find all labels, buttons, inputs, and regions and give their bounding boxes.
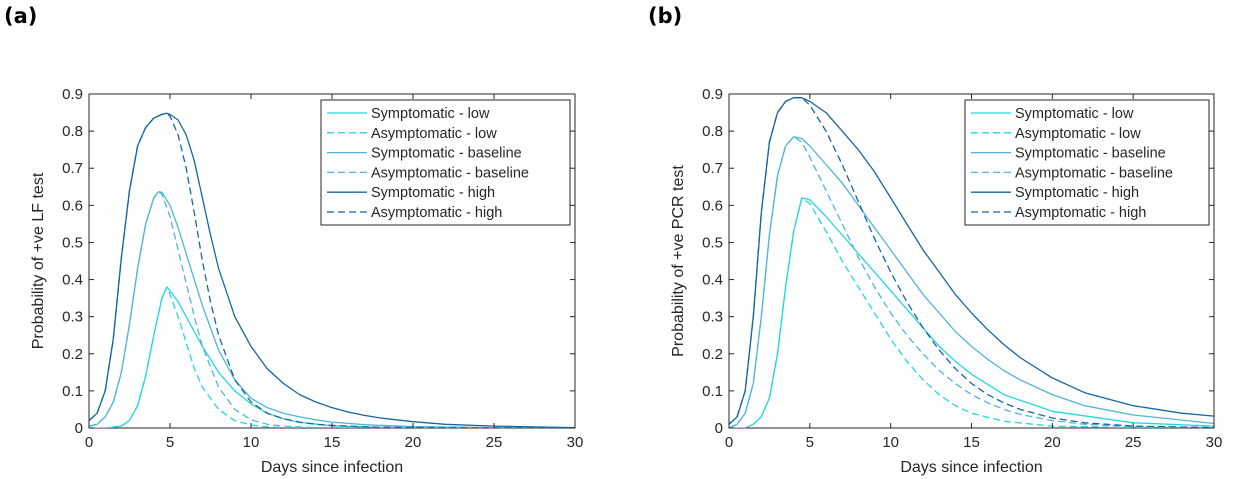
y-tick-label: 0.8 bbox=[62, 123, 83, 140]
series-line-2 bbox=[729, 136, 1214, 428]
panel-label-a: (a) bbox=[4, 4, 38, 28]
y-tick-label: 0.9 bbox=[62, 86, 83, 103]
x-tick-label: 30 bbox=[1206, 434, 1223, 451]
legend-entry-label: Asymptomatic - high bbox=[1015, 205, 1146, 221]
series-line-1 bbox=[729, 197, 1214, 428]
x-tick-label: 0 bbox=[725, 434, 733, 451]
legend-entry-label: Asymptomatic - low bbox=[371, 126, 497, 142]
y-tick-label: 0.3 bbox=[702, 309, 723, 326]
x-axis-label: Days since infection bbox=[261, 459, 403, 476]
y-tick-label: 0.8 bbox=[702, 123, 723, 140]
y-tick-label: 0.3 bbox=[62, 309, 83, 326]
legend-entry-label: Symptomatic - low bbox=[1015, 106, 1134, 122]
x-tick-label: 15 bbox=[963, 434, 980, 451]
series-group bbox=[89, 112, 575, 428]
series-line-5 bbox=[729, 97, 1214, 428]
legend-box bbox=[964, 99, 1210, 226]
legend-entry-label: Asymptomatic - low bbox=[1015, 126, 1141, 142]
x-tick-label: 20 bbox=[405, 434, 422, 451]
x-tick-label: 20 bbox=[1044, 434, 1061, 451]
x-tick-label: 15 bbox=[324, 434, 341, 451]
x-tick-label: 30 bbox=[567, 434, 584, 451]
y-axis-label: Probability of +ve LF test bbox=[30, 172, 47, 349]
panel-label-b: (b) bbox=[648, 4, 683, 28]
legend-box bbox=[320, 99, 571, 226]
y-tick-label: 0.7 bbox=[702, 160, 723, 177]
legend-entry-label: Symptomatic - high bbox=[371, 185, 495, 201]
series-line-3 bbox=[89, 190, 575, 428]
y-tick-label: 0.1 bbox=[62, 383, 83, 400]
legend-entry-label: Asymptomatic - high bbox=[371, 205, 502, 221]
y-tick-label: 0.4 bbox=[62, 272, 83, 289]
legend: Symptomatic - low Asymptomatic - low Sympt… bbox=[964, 99, 1210, 226]
legend-entry-label: Asymptomatic - baseline bbox=[371, 165, 529, 181]
y-tick-label: 0.5 bbox=[702, 234, 723, 251]
legend-entry-label: Asymptomatic - baseline bbox=[1015, 165, 1173, 181]
x-tick-label: 25 bbox=[486, 434, 503, 451]
chart-panel-b: 0 5 10 15 20 25 30 0 0.1 0.2 0.3 0.4 0.5 0.6 0.7 0.8 0.9… bbox=[670, 86, 1222, 476]
y-tick-label: 0.6 bbox=[62, 197, 83, 214]
legend-entry-label: Symptomatic - baseline bbox=[371, 146, 522, 162]
y-tick-label: 0.2 bbox=[702, 346, 723, 363]
x-tick-label: 5 bbox=[166, 434, 174, 451]
x-tick-label: 5 bbox=[806, 434, 814, 451]
y-tick-label: 0.2 bbox=[62, 346, 83, 363]
x-tick-label: 0 bbox=[85, 434, 93, 451]
legend-entry-label: Symptomatic - low bbox=[371, 106, 490, 122]
y-axis-label: Probability of +ve PCR test bbox=[670, 165, 687, 357]
legend: Symptomatic - low Asymptomatic - low Sympt… bbox=[320, 99, 571, 226]
legend-entry-label: Symptomatic - high bbox=[1015, 185, 1139, 201]
x-axis-label: Days since infection bbox=[900, 459, 1042, 476]
y-tick-label: 0.7 bbox=[62, 160, 83, 177]
x-tick-label: 10 bbox=[243, 434, 260, 451]
series-group bbox=[729, 97, 1214, 428]
y-tick-label: 0.6 bbox=[702, 197, 723, 214]
y-tick-label: 0.9 bbox=[702, 86, 723, 103]
y-tick-label: 0.4 bbox=[702, 272, 723, 289]
y-tick-label: 0 bbox=[75, 420, 83, 437]
y-tick-label: 0.5 bbox=[62, 234, 83, 251]
x-tick-label: 25 bbox=[1125, 434, 1142, 451]
chart-panel-a: 0 5 10 15 20 25 30 0 0.1 0.2 0.3 0.4 0.5 0.6 0.7 0.8 0.9… bbox=[30, 86, 583, 476]
y-tick-label: 0.1 bbox=[702, 383, 723, 400]
series-line-5 bbox=[89, 112, 575, 428]
x-tick-label: 10 bbox=[882, 434, 899, 451]
series-line-1 bbox=[89, 286, 575, 428]
y-tick-label: 0 bbox=[715, 420, 723, 437]
series-line-0 bbox=[729, 197, 1214, 428]
legend-entry-label: Symptomatic - baseline bbox=[1015, 146, 1166, 162]
